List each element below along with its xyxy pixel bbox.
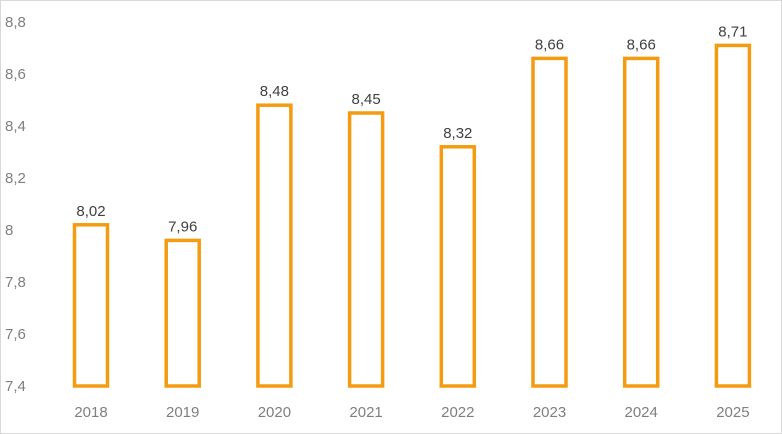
bar-2022 <box>439 145 477 388</box>
data-labels: 8,02 7,96 8,48 8,45 8,32 8,66 8,66 8,71 <box>76 23 747 235</box>
y-tick-label: 7,6 <box>5 326 26 343</box>
data-label: 7,96 <box>168 218 197 235</box>
data-label: 8,66 <box>535 36 564 53</box>
x-tick-label: 2019 <box>166 404 199 421</box>
y-tick-label: 8 <box>5 222 13 239</box>
bar-2025 <box>714 43 752 388</box>
data-label: 8,48 <box>260 83 289 100</box>
y-tick-label: 7,4 <box>5 378 26 395</box>
bar-2018 <box>72 223 110 388</box>
x-tick-label: 2024 <box>625 404 658 421</box>
data-label: 8,71 <box>718 23 747 40</box>
x-tick-label: 2023 <box>533 404 566 421</box>
bar-2019 <box>164 238 201 388</box>
data-label: 8,66 <box>627 36 656 53</box>
y-tick-label: 8,6 <box>5 66 26 83</box>
data-label: 8,02 <box>76 203 105 220</box>
y-tick-label: 8,4 <box>5 118 26 135</box>
y-tick-label: 8,8 <box>5 14 26 31</box>
x-tick-label: 2022 <box>441 404 474 421</box>
data-label: 8,45 <box>351 91 380 108</box>
y-tick-label: 8,2 <box>5 170 26 187</box>
x-tick-label: 2020 <box>258 404 291 421</box>
bar-2023 <box>531 56 568 388</box>
bars <box>72 43 752 388</box>
x-axis: 2018 2019 2020 2021 2022 2023 2024 2025 <box>74 404 749 421</box>
y-tick-label: 7,8 <box>5 274 26 291</box>
bar-2020 <box>256 103 293 388</box>
y-axis: 7,4 7,6 7,8 8 8,2 8,4 8,6 8,8 <box>5 14 26 395</box>
bar-2024 <box>622 56 660 388</box>
x-tick-label: 2021 <box>349 404 382 421</box>
data-label: 8,32 <box>443 125 472 142</box>
x-tick-label: 2018 <box>74 404 107 421</box>
x-tick-label: 2025 <box>716 404 749 421</box>
bar-2021 <box>347 111 385 388</box>
